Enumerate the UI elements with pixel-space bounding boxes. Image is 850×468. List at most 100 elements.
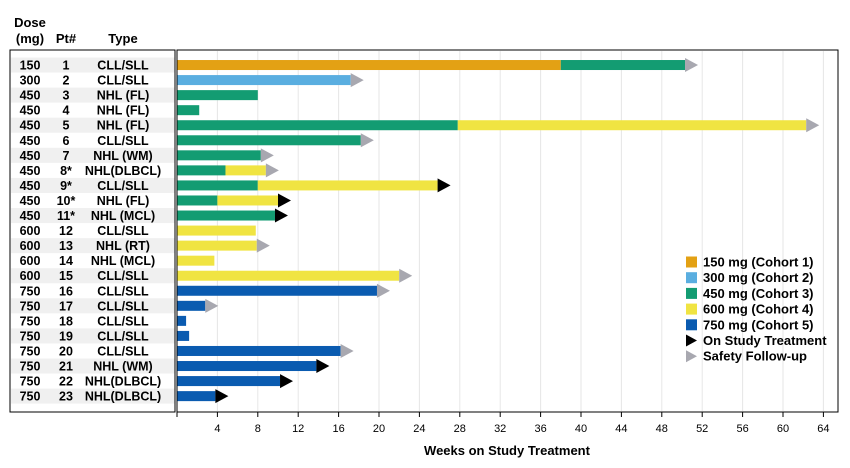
bar-segment-750mg [177, 315, 187, 326]
legend-swatch [686, 319, 697, 331]
row-type: NHL (RT) [96, 239, 150, 253]
row-type: CLL/SLL [97, 314, 149, 328]
x-tick-label: 24 [413, 423, 425, 435]
row-patient: 7 [63, 149, 70, 163]
bar-segment-600mg [217, 195, 278, 206]
row-type: NHL (FL) [97, 119, 150, 133]
header-dose: Dose [14, 15, 46, 30]
bar-segment-600mg [177, 240, 257, 251]
legend-label: 150 mg (Cohort 1) [703, 255, 814, 270]
follow-up-arrow [806, 118, 820, 133]
bar-segment-600mg [457, 120, 807, 131]
row-patient: 8* [60, 164, 72, 178]
bar-segment-750mg [177, 376, 281, 387]
row-type: NHL(DLBCL) [85, 390, 161, 404]
x-tick-label: 52 [696, 423, 708, 435]
bar-segment-450mg [177, 195, 218, 206]
on-study-arrow [278, 193, 291, 208]
row-type: CLL/SLL [97, 224, 149, 238]
x-tick-label: 8 [255, 423, 261, 435]
legend-swatch [686, 287, 697, 299]
table-row-stripe [11, 87, 175, 103]
row-patient: 1 [63, 59, 70, 73]
table-row-stripe [11, 358, 175, 374]
follow-up-arrow [376, 283, 390, 298]
on-study-arrow [274, 208, 288, 223]
on-study-arrow [437, 178, 451, 193]
bar-segment-600mg [177, 255, 215, 266]
follow-up-arrow [260, 148, 274, 163]
bar-segment-600mg [225, 165, 266, 176]
bar-segment-450mg [177, 120, 458, 131]
bar-segment-750mg [177, 285, 377, 296]
bar-segment-600mg [177, 225, 256, 236]
bar-segment-450mg [177, 165, 226, 176]
x-tick-label: 20 [373, 423, 385, 435]
row-patient: 16 [59, 284, 73, 298]
table-row-stripe [11, 238, 175, 254]
bar-segment-450mg [177, 180, 258, 191]
bar-segment-450mg [177, 150, 261, 161]
table-row-stripe [11, 147, 175, 163]
row-dose: 750 [20, 329, 41, 343]
row-type: CLL/SLL [97, 344, 149, 358]
row-patient: 22 [59, 375, 73, 389]
row-type: CLL/SLL [97, 134, 149, 148]
row-type: CLL/SLL [97, 74, 149, 88]
table-row-stripe [11, 57, 175, 73]
row-patient: 3 [63, 89, 70, 103]
row-dose: 300 [20, 74, 41, 88]
bar-segment-450mg [177, 90, 258, 101]
follow-up-arrow [256, 238, 270, 253]
row-patient: 19 [59, 329, 73, 343]
x-tick-label: 36 [534, 423, 546, 435]
row-patient: 10* [57, 194, 76, 208]
row-dose: 150 [20, 59, 41, 73]
patient-table: 150 1 CLL/SLL 300 2 CLL/SLL 450 3 NHL (FL) 450 4 NH… [20, 59, 162, 404]
header-patient: Pt# [56, 31, 77, 46]
bar-segment-750mg [177, 391, 216, 402]
row-type: CLL/SLL [97, 59, 149, 73]
bar-segment-750mg [177, 345, 341, 356]
legend-arrow [686, 334, 697, 347]
x-axis-label: Weeks on Study Treatment [424, 443, 591, 458]
row-dose: 450 [20, 134, 41, 148]
row-patient: 13 [59, 239, 73, 253]
row-patient: 11* [57, 209, 75, 223]
table-row-stripe [11, 177, 175, 193]
x-tick-label: 16 [332, 423, 344, 435]
row-dose: 750 [20, 299, 41, 313]
row-stripes [11, 57, 175, 404]
bar-segment-450mg [560, 60, 686, 71]
x-tick-label: 48 [656, 423, 668, 435]
row-dose: 450 [20, 149, 41, 163]
follow-up-arrow [205, 298, 219, 313]
row-dose: 450 [20, 194, 41, 208]
row-type: NHL (FL) [97, 89, 150, 103]
row-dose: 750 [20, 360, 41, 374]
row-dose: 450 [20, 119, 41, 133]
row-type: NHL (MCL) [91, 254, 155, 268]
row-type: CLL/SLL [97, 284, 149, 298]
row-type: NHL (FL) [97, 194, 150, 208]
x-tick-label: 40 [575, 423, 587, 435]
plot-frame [176, 49, 839, 413]
bar-segment-450mg [177, 210, 275, 221]
table-row-stripe [11, 388, 175, 404]
row-type: CLL/SLL [97, 329, 149, 343]
x-tick-label: 12 [292, 423, 304, 435]
table-frame [9, 49, 176, 413]
legend-label: 750 mg (Cohort 5) [703, 317, 814, 332]
on-study-arrow [280, 374, 294, 389]
x-tick-label: 28 [454, 423, 466, 435]
row-patient: 14 [59, 254, 73, 268]
x-tick-label: 4 [214, 423, 220, 435]
x-tick-label: 64 [817, 423, 829, 435]
follow-up-arrow [265, 163, 279, 178]
row-dose: 750 [20, 390, 41, 404]
follow-up-arrow [399, 268, 413, 283]
row-type: CLL/SLL [97, 179, 149, 193]
bars [177, 58, 820, 404]
row-patient: 2 [63, 74, 70, 88]
